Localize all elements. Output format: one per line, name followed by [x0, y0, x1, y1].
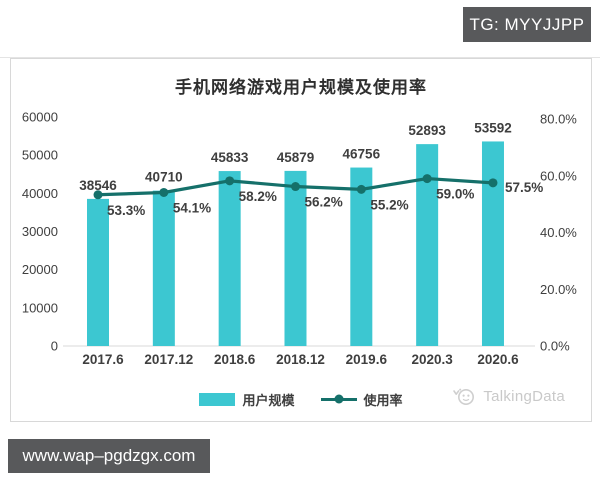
line-value-label: 59.0% — [436, 187, 474, 202]
right-axis-tick: 80.0% — [540, 112, 577, 127]
line-value-label: 56.2% — [304, 195, 342, 210]
x-axis-label: 2017.6 — [82, 352, 124, 367]
bar-value-label: 52893 — [408, 123, 446, 138]
bar-series-swatch — [199, 392, 236, 406]
line-point — [93, 190, 103, 200]
bar — [218, 171, 241, 346]
legend-item-bar-series: 用户规模 — [199, 390, 295, 409]
left-axis-tick: 20000 — [22, 262, 58, 277]
top-divider — [0, 57, 600, 58]
bar-value-label: 45833 — [211, 150, 249, 165]
line-value-label: 55.2% — [370, 197, 408, 212]
line-value-label: 54.1% — [173, 200, 211, 215]
url-watermark-badge: www.wap–pgdzgx.com — [8, 439, 210, 473]
talkingdata-brand-text: TalkingData — [483, 387, 565, 405]
x-axis-label: 2017.12 — [144, 352, 193, 367]
left-axis-tick: 60000 — [22, 110, 58, 125]
legend-label-line-series: 使用率 — [363, 392, 403, 408]
bar-value-label: 45879 — [277, 150, 315, 165]
line-value-label: 58.2% — [239, 189, 277, 204]
chart-card: 手机网络游戏用户规模及使用率 0 10000 20000 30000 40000 5000… — [10, 58, 592, 422]
bar — [481, 141, 504, 346]
right-axis-tick: 40.0% — [540, 225, 577, 240]
left-axis-tick: 0 — [51, 339, 58, 354]
line-point — [422, 174, 432, 184]
line-point — [356, 184, 366, 194]
left-axis-tick: 10000 — [22, 300, 58, 315]
x-axis-label: 2019.6 — [346, 352, 388, 367]
line-point — [290, 182, 300, 192]
line-value-label: 53.3% — [107, 203, 145, 218]
right-axis-tick: 20.0% — [540, 282, 577, 297]
line-point — [225, 176, 235, 186]
chart-plot: 0 10000 20000 30000 40000 50000 60000 0.0% 20.0%… — [22, 110, 577, 368]
bar-value-label: 46756 — [343, 147, 381, 162]
left-axis-tick: 30000 — [22, 224, 58, 239]
bar-value-label: 38546 — [79, 178, 117, 193]
left-axis-tick: 40000 — [22, 186, 58, 201]
line-value-label: 57.5% — [505, 180, 543, 195]
bar — [152, 190, 175, 346]
bar — [350, 167, 373, 346]
line-series-swatch — [320, 394, 357, 404]
x-axis-label: 2020.3 — [412, 352, 454, 367]
tg-badge: TG: MYYJJPP — [463, 7, 591, 42]
bar — [416, 144, 439, 346]
x-axis-label: 2018.6 — [214, 352, 256, 367]
line-point — [159, 187, 169, 197]
x-axis-label: 2020.6 — [477, 352, 519, 367]
line-point — [488, 178, 498, 188]
legend-label-bar-series: 用户规模 — [242, 392, 295, 408]
bar-value-label: 40710 — [145, 170, 183, 185]
chart-title: 手机网络游戏用户规模及使用率 — [175, 78, 427, 97]
bar — [87, 198, 109, 346]
bar — [284, 170, 307, 346]
x-axis-label: 2018.12 — [276, 352, 325, 367]
right-axis-tick: 0.0% — [540, 339, 570, 354]
bar-value-label: 53592 — [474, 120, 512, 135]
line-series-dot — [334, 394, 343, 404]
talkingdata-logo-icon — [453, 388, 475, 405]
right-axis-tick: 60.0% — [540, 168, 577, 183]
legend: 用户规模 使用率 — [11, 387, 591, 411]
left-axis-tick: 50000 — [22, 148, 58, 163]
legend-item-line-series: 使用率 — [320, 390, 403, 409]
talkingdata-watermark: TalkingData — [451, 385, 565, 407]
